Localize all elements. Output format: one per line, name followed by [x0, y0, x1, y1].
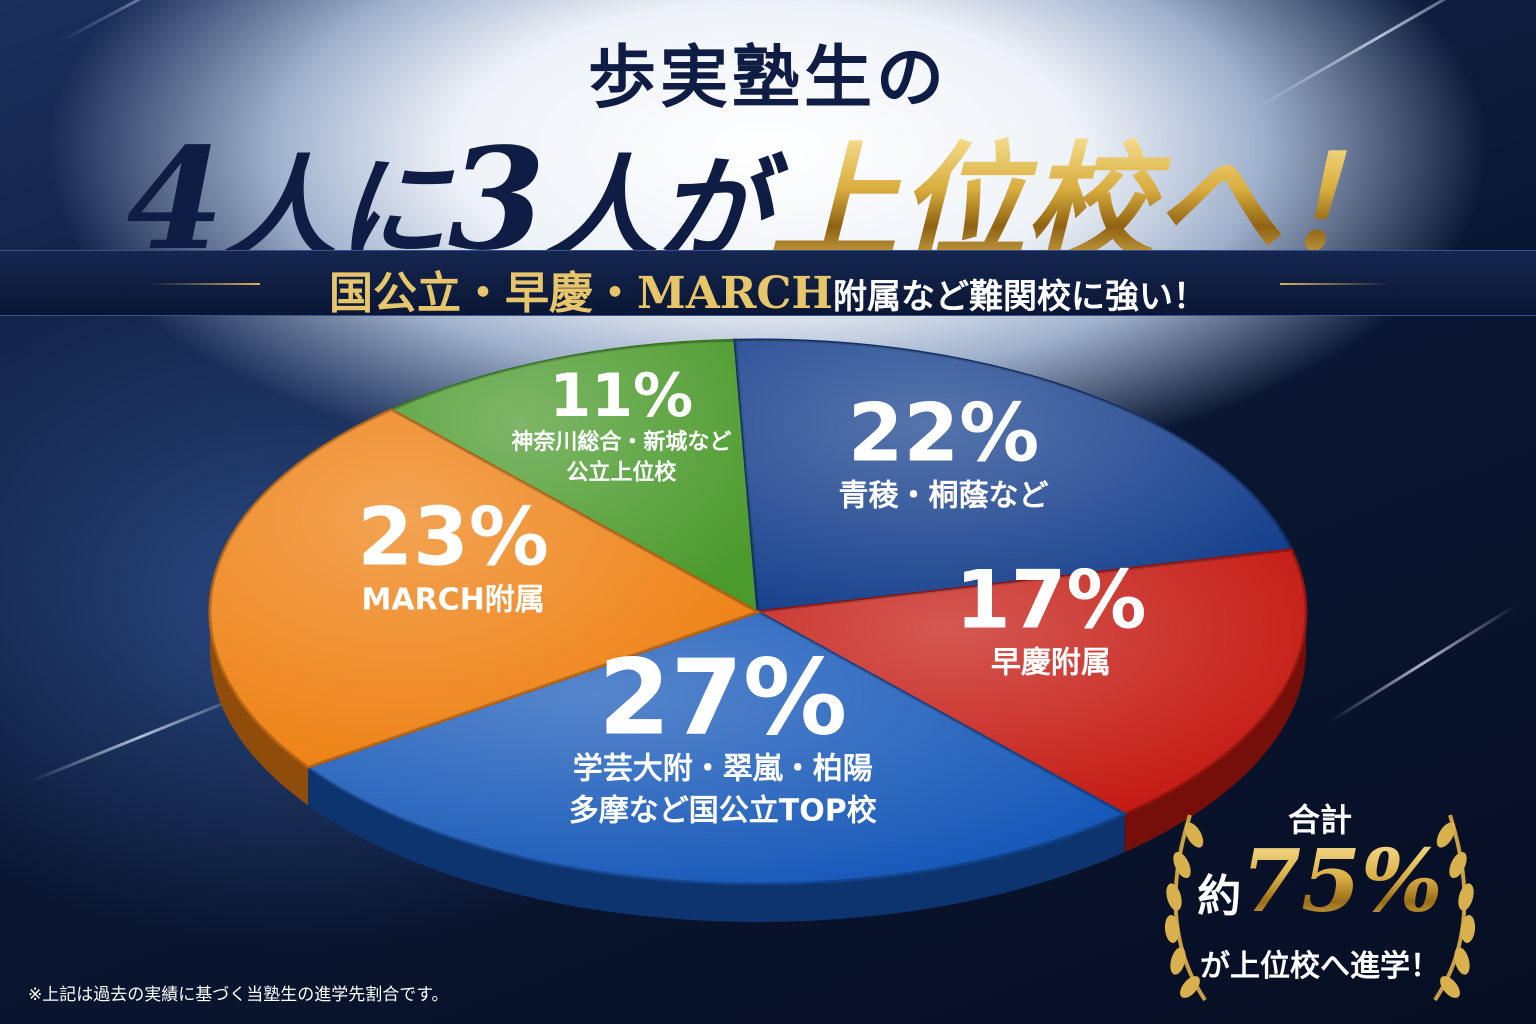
laurel-left-icon [1164, 814, 1207, 1002]
slice-percent-label-4: 23% [357, 490, 548, 583]
slice-category-label-2: 早慶附属 [991, 646, 1111, 681]
banner-gold-text: 国公立・早慶・MARCH [328, 268, 833, 319]
slice-percent-label-1: 22% [848, 387, 1039, 480]
banner-text: 国公立・早慶・MARCH附属など難関校に強い！ [0, 257, 1536, 321]
slice-category-label-0: 神奈川総合・新城など [511, 429, 731, 455]
pie-slice-side-3 [308, 767, 1125, 923]
slice-category-label-3: 学芸大附・翠嵐・柏陽 [573, 751, 873, 786]
total-badge: 合計 約75% が上位校へ進学！ [1150, 795, 1490, 1015]
badge-prefix: 約 [1197, 871, 1242, 922]
badge-total-label: 合計 [1287, 801, 1352, 839]
slice-category-label-0: 公立上位校 [566, 460, 677, 486]
headline-line1: 歩実塾生の [587, 38, 948, 118]
slice-percent-label-3: 27% [598, 636, 847, 758]
footnote: ※上記は過去の実績に基づく当塾生の進学先割合です。 [28, 985, 449, 1005]
banner-white-text: 附属など難関校に強い！ [833, 277, 1207, 317]
pie-slice-gloss-2 [758, 549, 1306, 815]
badge-percent: 75% [1241, 831, 1443, 932]
pie-slice-gloss-4 [210, 409, 758, 768]
pie-slice-gloss-3 [308, 612, 1125, 884]
banner-left-rule [150, 283, 260, 285]
slice-percent-label-0: 11% [550, 361, 694, 431]
slice-category-label-1: 青稜・桐蔭など [839, 479, 1049, 514]
pie-slice-side-4 [210, 612, 309, 806]
badge-value-row: 約75% [1150, 831, 1490, 932]
badge-caption: が上位校へ進学！ [1200, 949, 1440, 984]
laurel-right-icon [1433, 814, 1476, 1002]
slice-category-label-4: MARCH附属 [362, 582, 545, 617]
pie-top [208, 338, 1308, 886]
slice-category-label-3: 多摩など国公立TOP校 [569, 793, 877, 828]
pie-slice-gloss-0 [391, 340, 758, 612]
slice-percent-label-2: 17% [955, 554, 1146, 647]
pie-slice-gloss-1 [735, 340, 1292, 612]
subtitle-banner: 国公立・早慶・MARCH附属など難関校に強い！ [0, 250, 1536, 319]
